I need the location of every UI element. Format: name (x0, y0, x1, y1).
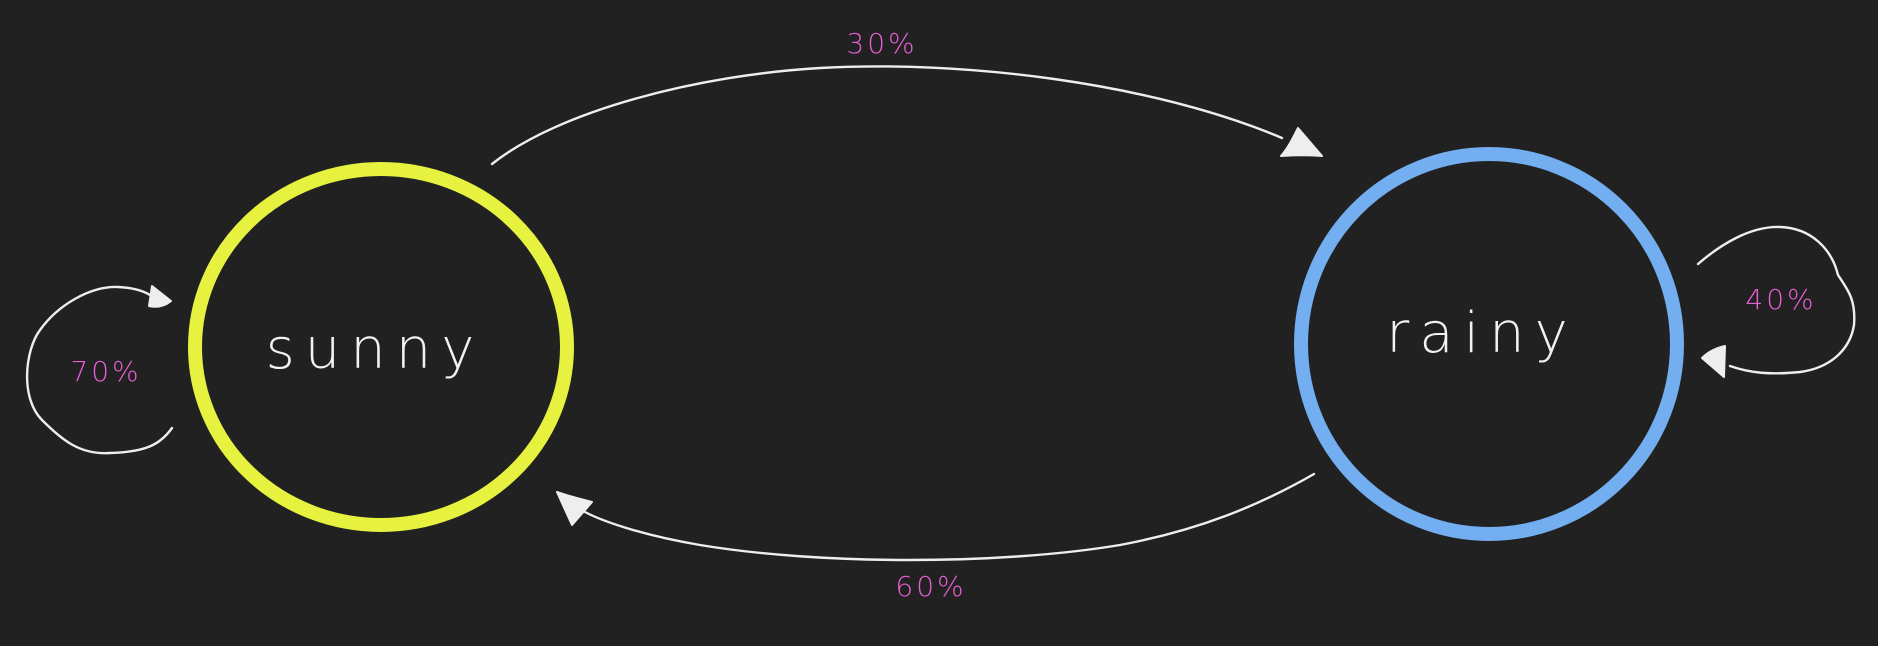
state-sunny[interactable]: sunny (188, 162, 574, 532)
state-sunny-label: sunny (266, 317, 485, 382)
transition-sunny-to-sunny-arrowhead (148, 285, 172, 308)
transition-rainy-to-sunny-line (583, 472, 1316, 562)
transition-rainy-to-sunny[interactable]: 60% (556, 472, 1316, 603)
state-rainy-label: rainy (1386, 301, 1578, 366)
transition-sunny-to-sunny-label: 70% (70, 355, 141, 388)
transition-sunny-to-rainy-arrowhead (1280, 127, 1323, 157)
state-rainy[interactable]: rainy (1294, 147, 1684, 541)
transition-sunny-to-sunny[interactable]: 70% (25, 285, 174, 455)
transition-sunny-to-rainy[interactable]: 30% (490, 27, 1323, 166)
state-rainy-ring (1294, 147, 1684, 541)
transition-rainy-to-rainy-line (1696, 225, 1856, 375)
transition-sunny-to-sunny-line (25, 285, 174, 455)
transition-rainy-to-rainy-arrowhead (1701, 345, 1726, 378)
transition-rainy-to-sunny-label: 60% (895, 570, 966, 603)
transition-sunny-to-rainy-line (490, 65, 1284, 166)
transition-rainy-to-sunny-arrowhead (556, 491, 593, 526)
transition-sunny-to-rainy-label: 30% (846, 27, 917, 60)
state-sunny-ring (188, 162, 574, 532)
transition-rainy-to-rainy-label: 40% (1745, 283, 1816, 316)
transition-rainy-to-rainy[interactable]: 40% (1696, 225, 1856, 378)
